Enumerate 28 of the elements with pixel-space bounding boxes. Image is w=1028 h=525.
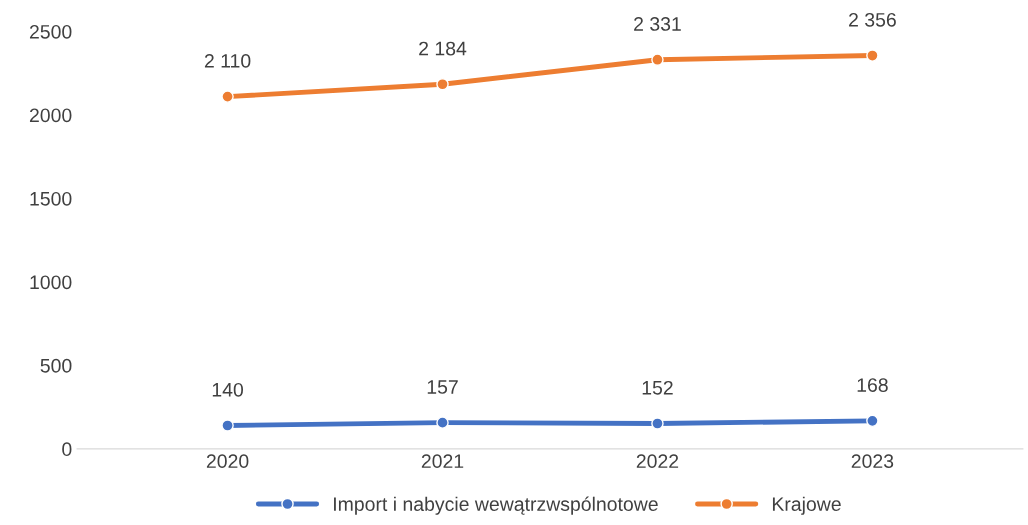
y-tick-label: 0	[62, 442, 72, 457]
point	[436, 78, 449, 91]
point	[221, 419, 234, 432]
x-tick-label: 2020	[206, 454, 249, 469]
data-label: 2 331	[634, 17, 681, 31]
data-label: 2 356	[849, 12, 896, 27]
y-tick-label: 1500	[30, 191, 72, 206]
x-tick-label: 2022	[636, 454, 679, 469]
x-tick-label: 2021	[421, 454, 464, 469]
point	[221, 90, 234, 103]
point	[866, 414, 879, 428]
legend-label: Krajowe	[772, 496, 841, 515]
point	[651, 417, 664, 430]
point	[866, 49, 879, 62]
point	[651, 53, 664, 66]
y-tick-label: 1000	[30, 275, 72, 290]
y-tick-label: 500	[40, 358, 72, 373]
y-tick-label: 2500	[29, 24, 72, 39]
data-label: 2 184	[419, 41, 467, 56]
x-tick-label: 2023	[851, 454, 894, 469]
point	[436, 416, 449, 429]
data-label: 168	[857, 378, 888, 392]
data-label: 140	[212, 382, 244, 397]
data-label: 2 110	[204, 54, 251, 68]
data-label: 152	[642, 380, 673, 395]
y-tick-label: 2000	[29, 108, 72, 123]
legend-label: Import i nabycie wewątrzwspólnotowe	[334, 496, 658, 515]
data-label: 157	[427, 380, 458, 394]
